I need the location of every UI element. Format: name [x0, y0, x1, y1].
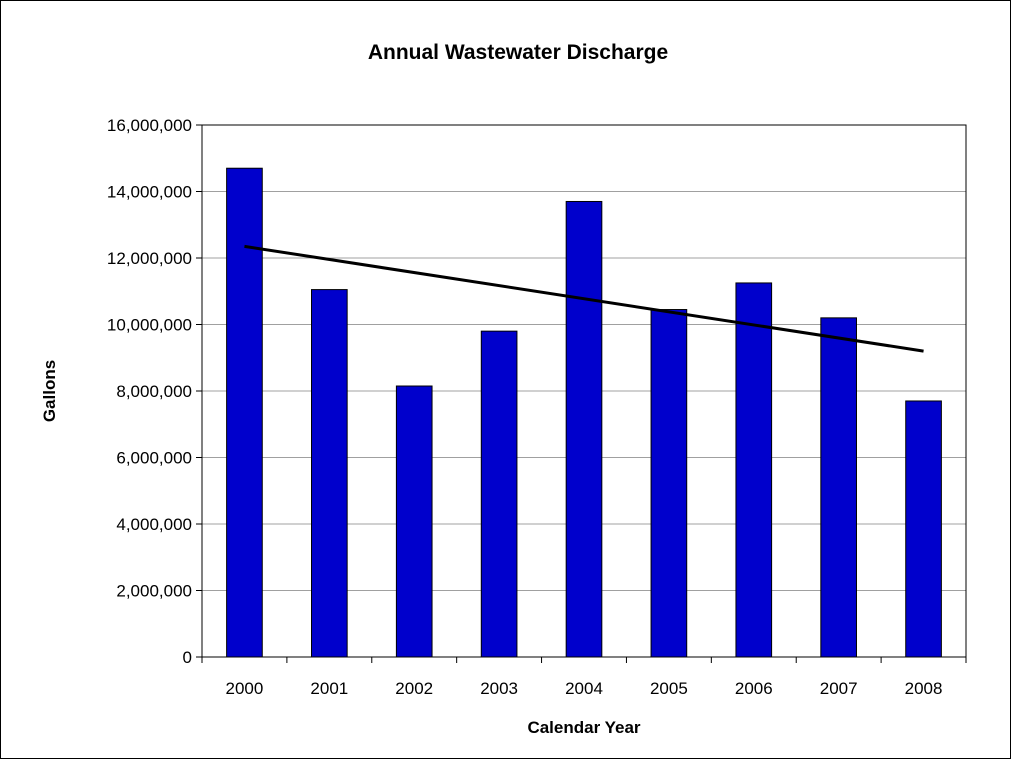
- x-tick-label: 2003: [480, 679, 518, 698]
- bars: [226, 167, 942, 658]
- chart-title: Annual Wastewater Discharge: [368, 41, 668, 64]
- y-tick-label: 14,000,000: [107, 183, 192, 202]
- bar-2002: [395, 385, 433, 658]
- bar-2008: [905, 400, 942, 658]
- bar-2003: [480, 330, 518, 658]
- bar-2006: [735, 282, 773, 658]
- x-tick-label: 2007: [820, 679, 858, 698]
- y-axis-title: Gallons: [40, 360, 59, 422]
- x-tick-label: 2001: [310, 679, 348, 698]
- bar-2005: [650, 309, 688, 658]
- x-tick-label: 2000: [226, 679, 264, 698]
- x-tick-label: 2006: [735, 679, 773, 698]
- bar-2001: [311, 289, 348, 658]
- axes: [196, 124, 967, 663]
- y-tick-label: 6,000,000: [116, 449, 192, 468]
- bar-2007: [820, 317, 857, 658]
- bar-2000: [226, 167, 263, 658]
- y-tick-label: 12,000,000: [107, 249, 192, 268]
- y-tick-label: 4,000,000: [116, 515, 192, 534]
- x-axis-title: Calendar Year: [527, 718, 640, 737]
- x-tick-labels: 2000 2001 2002 2003 2004 2005 2006 2007 2008: [226, 679, 943, 698]
- x-tick-label: 2008: [905, 679, 943, 698]
- y-tick-label: 8,000,000: [116, 382, 192, 401]
- x-tick-label: 2005: [650, 679, 688, 698]
- y-tick-label: 16,000,000: [107, 116, 192, 135]
- trendline-layer: [244, 244, 924, 353]
- plot-area-border: [201, 124, 967, 658]
- bar-2004: [565, 200, 603, 658]
- trendline: [244, 244, 924, 353]
- y-tick-labels: 0 2,000,000 4,000,000 6,000,000 8,000,000 10,…: [107, 116, 192, 667]
- y-tick-label: 10,000,000: [107, 316, 192, 335]
- x-tick-label: 2004: [565, 679, 603, 698]
- x-tick-label: 2002: [395, 679, 433, 698]
- y-tick-label: 0: [183, 648, 192, 667]
- y-tick-label: 2,000,000: [116, 582, 192, 601]
